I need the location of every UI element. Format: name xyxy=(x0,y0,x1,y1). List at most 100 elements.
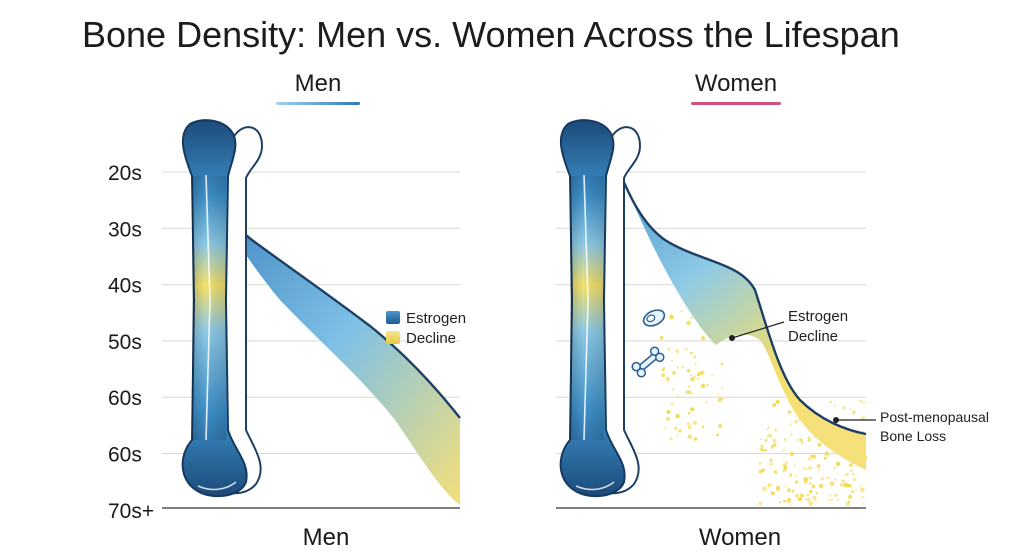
bone-particle xyxy=(815,492,819,495)
post-menopausal-annotation: Post-menopausal Bone Loss xyxy=(833,409,989,444)
bone-particle xyxy=(778,501,782,504)
bone-particle xyxy=(830,498,833,501)
bone-particle xyxy=(806,468,808,470)
bone-particle xyxy=(818,483,824,489)
bone-particle xyxy=(700,335,705,340)
bone-particle xyxy=(834,478,837,481)
bone-particle xyxy=(758,501,763,506)
bone-particle xyxy=(789,451,795,457)
bone-particle xyxy=(720,362,724,366)
bone-particle xyxy=(770,491,775,496)
bone-particle xyxy=(667,347,671,351)
y-tick-label: 50s xyxy=(108,331,142,354)
bone-particle xyxy=(811,484,816,489)
bone-particle xyxy=(807,437,812,442)
bone-particle xyxy=(799,438,803,442)
bone-particle xyxy=(782,499,786,503)
bone-particle xyxy=(661,368,665,372)
legend-decline-label: Decline xyxy=(406,330,456,347)
bone-particle xyxy=(711,374,714,377)
bone-particle xyxy=(697,371,702,376)
estrogen-decline-annotation: Estrogen Decline xyxy=(729,308,848,345)
bone-particle xyxy=(758,469,763,474)
bone-particle xyxy=(829,400,833,403)
chart-title: Bone Density: Men vs. Women Across the L… xyxy=(82,14,900,55)
bone-particle xyxy=(826,477,829,480)
bone-particle xyxy=(717,398,722,403)
bone-particle xyxy=(772,403,777,407)
bone-particle xyxy=(823,452,826,455)
bone-particle xyxy=(810,454,814,458)
men-legend: Estrogen Decline xyxy=(386,310,466,347)
bone-particle xyxy=(843,480,846,483)
bone-particle xyxy=(700,370,705,375)
bone-particle xyxy=(836,499,839,501)
men-title-underline xyxy=(276,102,360,105)
bone-particle xyxy=(848,463,853,468)
bone-particle xyxy=(684,347,688,351)
bone-particle xyxy=(803,467,806,470)
bone-particle xyxy=(808,501,813,506)
bone-particle xyxy=(804,498,807,501)
bone-particle xyxy=(687,386,690,388)
bone-particle xyxy=(782,463,787,468)
annotation-point-2 xyxy=(833,417,839,423)
bone-particle xyxy=(825,452,830,457)
men-panel-title: Men xyxy=(268,70,368,105)
bone-particle xyxy=(670,313,672,315)
y-tick-label: 60s xyxy=(108,387,142,410)
annotation-estrogen-decline-line1: Estrogen xyxy=(788,308,848,325)
men-y-axis-ticks: 20s 30s 40s 50s 60s 60s 70s+ xyxy=(108,162,154,523)
small-bone-icon xyxy=(631,346,665,378)
bone-particle xyxy=(675,414,680,419)
bone-particle xyxy=(795,475,798,477)
men-panel-title-text: Men xyxy=(294,70,342,97)
bone-particle xyxy=(688,412,691,415)
bone-particle xyxy=(692,420,698,426)
bone-particle xyxy=(688,425,692,429)
bone-particle xyxy=(686,369,691,373)
bone-particle xyxy=(775,399,780,404)
legend-decline-swatch xyxy=(386,331,400,344)
bone-particle xyxy=(760,444,764,449)
bone-particle xyxy=(839,482,844,487)
bone-particle xyxy=(769,462,773,466)
annotation-estrogen-decline-line2: Decline xyxy=(788,328,838,345)
bone-particle xyxy=(847,500,851,503)
bone-particle xyxy=(759,447,764,452)
bone-particle xyxy=(843,482,849,488)
bone-particle xyxy=(783,438,787,441)
bone-particle xyxy=(835,461,841,467)
bone-particle xyxy=(790,433,793,436)
y-tick-label: 30s xyxy=(108,218,142,241)
bone-particle xyxy=(760,438,763,441)
bone-particle xyxy=(786,488,792,493)
bone-particle xyxy=(694,363,697,366)
annotation-point xyxy=(729,335,735,341)
annotation-post-menopausal-line1: Post-menopausal xyxy=(880,409,989,425)
bone-particle xyxy=(675,349,680,354)
bone-particle xyxy=(808,476,813,480)
bone-particle xyxy=(766,435,769,438)
bone-particle xyxy=(827,499,830,502)
bone-particle xyxy=(817,442,822,447)
annotation-leader-line xyxy=(731,321,785,339)
women-chart-panel: Estrogen Decline Post-menopausal Bone Lo… xyxy=(556,119,989,551)
bone-particle xyxy=(808,457,812,461)
men-x-axis-label: Men xyxy=(303,524,350,551)
bone-particle xyxy=(671,360,673,362)
bone-particle xyxy=(676,434,679,437)
bone-particle xyxy=(787,500,791,504)
bone-particle xyxy=(687,434,692,439)
bone-particle xyxy=(672,371,676,375)
bone-particle xyxy=(808,465,812,470)
bone-particle xyxy=(659,336,664,340)
bone-particle xyxy=(717,393,719,396)
bone-particle xyxy=(669,437,673,441)
bone-particle xyxy=(862,430,865,433)
bone-particle xyxy=(789,473,793,477)
men-bone-illustration xyxy=(181,119,264,498)
bone-particle xyxy=(670,403,674,406)
women-density-band xyxy=(608,140,866,470)
